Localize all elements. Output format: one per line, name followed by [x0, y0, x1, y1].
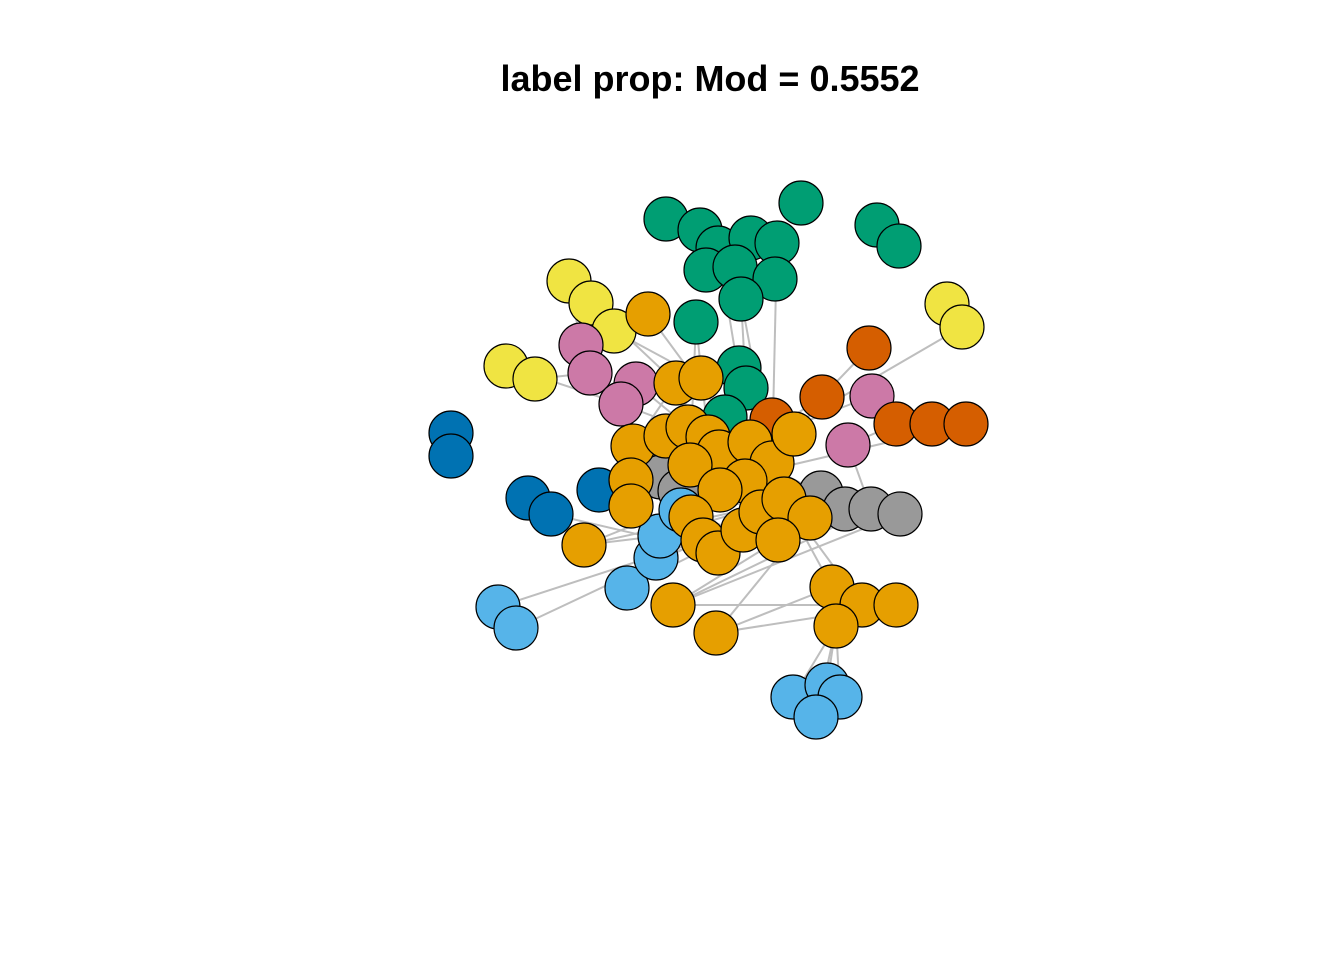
graph-node-orange — [755, 517, 801, 563]
graph-node-green — [876, 223, 922, 269]
graph-node-orange — [561, 522, 607, 568]
graph-node-orange — [625, 291, 671, 337]
graph-node-green — [778, 180, 824, 226]
graph-node-orange — [650, 582, 696, 628]
graph-node-orange — [787, 495, 833, 541]
graph-node-orange — [678, 355, 724, 401]
graph-node-orange — [693, 610, 739, 656]
graph-node-pink — [598, 381, 644, 427]
graph-node-green — [673, 299, 719, 345]
graph-node-sky — [493, 605, 539, 651]
graph-nodes — [428, 180, 989, 740]
graph-node-vermillion — [799, 374, 845, 420]
graph-node-gray — [877, 491, 923, 537]
plot-title: label prop: Mod = 0.5552 — [500, 58, 920, 99]
graph-node-orange — [873, 582, 919, 628]
graph-node-orange — [608, 483, 654, 529]
graph-node-yellow — [939, 304, 985, 350]
graph-node-blue — [528, 491, 574, 537]
graph-node-blue — [428, 433, 474, 479]
graph-node-pink — [825, 422, 871, 468]
graph-node-pink — [567, 350, 613, 396]
graph-node-orange — [667, 442, 713, 488]
graph-node-yellow — [512, 356, 558, 402]
graph-node-orange — [813, 603, 859, 649]
graph-node-green — [718, 276, 764, 322]
graph-node-sky — [793, 694, 839, 740]
graph-node-vermillion — [846, 325, 892, 371]
graph-node-vermillion — [943, 401, 989, 447]
graph-node-sky — [604, 565, 650, 611]
graph-node-green — [752, 256, 798, 302]
graph-node-orange — [697, 467, 743, 513]
graph-node-orange — [771, 411, 817, 457]
